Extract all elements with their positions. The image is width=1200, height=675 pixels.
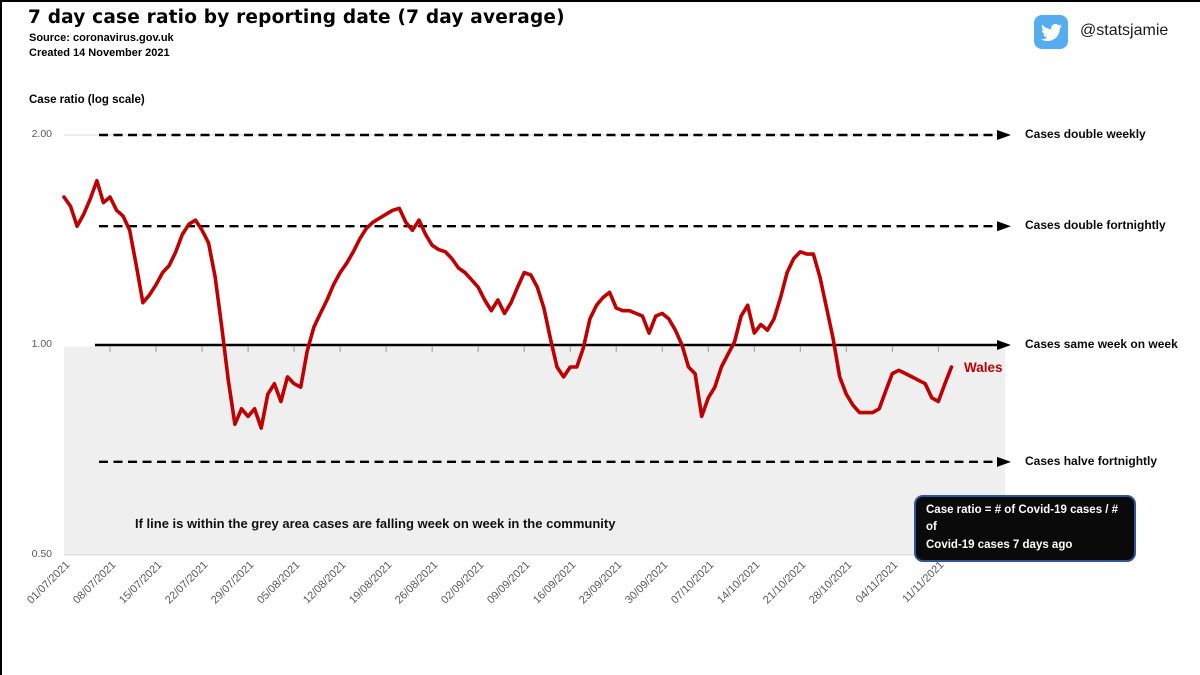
y-axis-tick-label: 0.50 [31,548,52,560]
reference-line-label: Cases double weekly [1025,127,1146,141]
y-axis-tick-label: 2.00 [31,128,52,140]
reference-line-label: Cases halve fortnightly [1025,453,1158,468]
arrowhead-icon [997,456,1011,467]
arrowhead-icon [997,221,1011,232]
falling-cases-region [64,346,1005,555]
tooltip-line-2: Covid-19 cases 7 days ago [926,538,1073,551]
case-ratio-definition-tooltip: Case ratio = # of Covid-19 cases / # of … [914,495,1136,562]
twitter-handle: @statsjamie [1080,22,1169,39]
page-title: 7 day case ratio by reporting date (7 da… [28,7,565,28]
reference-line-label: Cases same week on week [1025,337,1178,351]
arrowhead-icon [997,340,1011,350]
twitter-icon [1034,15,1068,49]
y-axis-title: Case ratio (log scale) [29,94,145,106]
tooltip-line-1: Case ratio = # of Covid-19 cases / # of [926,504,1119,534]
grey-area-annotation: If line is within the grey area cases ar… [135,516,616,531]
created-date-label: Created 14 November 2021 [29,47,170,59]
arrowhead-icon [997,130,1011,140]
source-label: Source: coronavirus.gov.uk [29,32,174,44]
y-axis-tick-label: 1.00 [31,338,52,350]
twitter-bird-icon [1040,23,1062,41]
series-label-wales: Wales [964,360,1003,375]
reference-line-label: Cases double fortnightly [1025,218,1166,233]
wales-series-line [62,178,954,430]
